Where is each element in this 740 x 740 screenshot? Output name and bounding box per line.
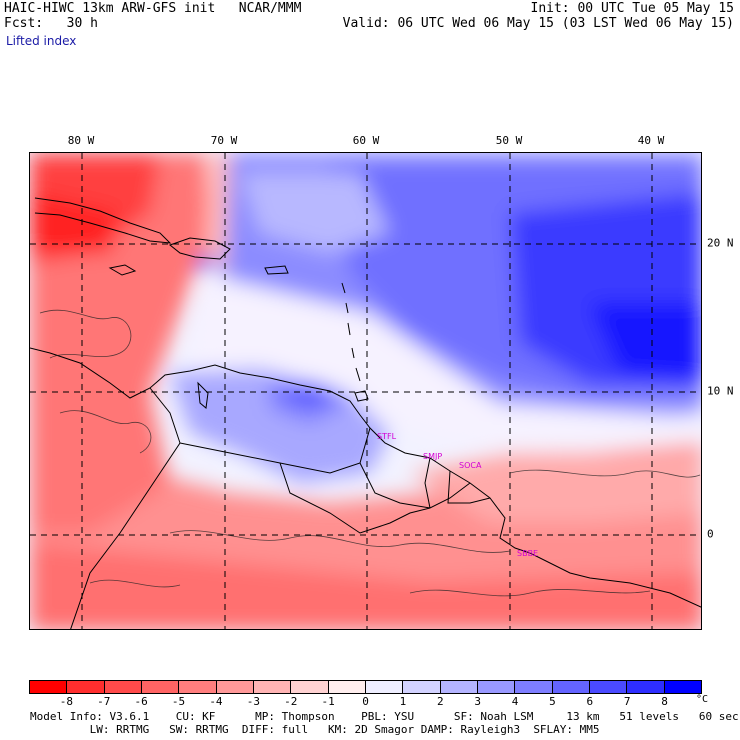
colorbar-tick-label: -6 bbox=[134, 695, 148, 708]
colorbar-swatch bbox=[179, 681, 217, 693]
colorbar-swatch bbox=[403, 681, 441, 693]
model-info-line1: Model Info: V3.6.1 CU: KF MP: Thompson P… bbox=[30, 710, 739, 723]
colorbar-tick-label: 0 bbox=[362, 695, 369, 708]
colorbar-tick-label: 1 bbox=[399, 695, 407, 708]
colorbar-swatch bbox=[328, 681, 366, 693]
valid-time: Valid: 06 UTC Wed 06 May 15 (03 LST Wed … bbox=[342, 16, 734, 31]
coastlines bbox=[30, 197, 701, 629]
colorbar-tick-label: 7 bbox=[623, 695, 631, 708]
colorbar-swatch bbox=[291, 681, 329, 693]
map-canvas bbox=[30, 153, 701, 629]
colorbar-tick-label: 2 bbox=[436, 695, 444, 708]
colorbar-swatch bbox=[440, 681, 478, 693]
lon-label-40w: 40 W bbox=[637, 134, 665, 147]
colorbar-swatch bbox=[253, 681, 292, 693]
lon-label-70w: 70 W bbox=[210, 134, 238, 147]
colorbar-swatch bbox=[589, 681, 628, 693]
colorbar-swatch bbox=[552, 681, 590, 693]
colorbar-tick-label: 5 bbox=[549, 695, 556, 708]
station-label-sbbe: SBBE bbox=[517, 549, 539, 558]
colorbar-tick-label: 8 bbox=[661, 695, 668, 708]
lat-label-20n: 20 N bbox=[707, 236, 734, 250]
colorbar bbox=[29, 680, 702, 694]
colorbar-unit: °C bbox=[696, 694, 709, 705]
lifted-index-map bbox=[29, 152, 702, 630]
colorbar-tick-label: 3 bbox=[474, 695, 481, 708]
colorbar-tick-label: -8 bbox=[59, 695, 73, 708]
lon-label-50w: 50 W bbox=[495, 134, 523, 147]
lon-label-80w: 80 W bbox=[67, 134, 95, 147]
init-time: Init: 00 UTC Tue 05 May 15 bbox=[530, 1, 735, 16]
station-label-stfl: STFL bbox=[377, 432, 397, 441]
colorbar-tick-label: -2 bbox=[284, 695, 298, 708]
colorbar-tick-label: -5 bbox=[171, 695, 186, 708]
colorbar-tick-label: -7 bbox=[97, 695, 111, 708]
colorbar-tick-label: 4 bbox=[511, 695, 519, 708]
colorbar-swatch bbox=[67, 681, 105, 693]
colorbar-swatch bbox=[477, 681, 516, 693]
contours bbox=[39, 309, 701, 597]
colorbar-swatch bbox=[104, 681, 142, 693]
colorbar-tick-label: -1 bbox=[321, 695, 335, 708]
lat-label-0: 0 bbox=[707, 527, 714, 541]
model-title: HAIC-HIWC 13km ARW-GFS init NCAR/MMM bbox=[4, 1, 302, 16]
colorbar-swatch bbox=[216, 681, 254, 693]
station-label-smjp: SMJP bbox=[423, 452, 443, 461]
colorbar-tick-label: -4 bbox=[209, 695, 223, 708]
colorbar-tick-label: 6 bbox=[586, 695, 594, 708]
colorbar-swatch bbox=[664, 681, 701, 693]
colorbar-swatch bbox=[141, 681, 180, 693]
lat-label-10n: 10 N bbox=[707, 384, 734, 398]
station-label-soca: SOCA bbox=[459, 461, 482, 470]
lon-label-60w: 60 W bbox=[352, 134, 380, 147]
field-name: Lifted index bbox=[6, 34, 77, 48]
colorbar-swatch bbox=[30, 681, 68, 693]
colorbar-tick-label: -3 bbox=[246, 695, 260, 708]
forecast-hour: Fcst: 30 h bbox=[4, 16, 98, 31]
colorbar-swatch bbox=[515, 681, 553, 693]
colorbar-swatch bbox=[365, 681, 404, 693]
model-info-line2: LW: RRTMG SW: RRTMG DIFF: full KM: 2D Sm… bbox=[30, 723, 600, 736]
field-shading bbox=[30, 153, 701, 629]
colorbar-swatch bbox=[627, 681, 665, 693]
